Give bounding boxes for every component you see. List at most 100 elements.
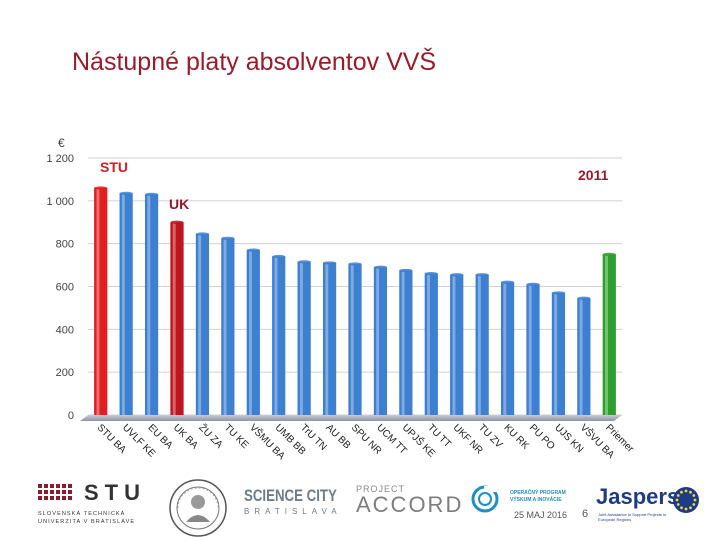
bar-tu-zv [475,274,489,415]
bar-ku-rk [500,282,515,415]
op-vi-line-1: OPERAČNÝ PROGRAM [510,490,566,496]
accord-project-label: PROJECT [356,484,406,494]
y-tick-label: 1 000 [46,196,74,208]
bar-highlight [223,239,227,415]
bar-highlight [274,257,278,415]
stu-subtitle: SLOVENSKÁ TECHNICKÁ UNIVERZITA V BRATISL… [38,510,148,526]
bar-cap [195,232,210,236]
stu-dot-mark-icon [38,484,72,500]
bar-cap [119,191,133,195]
bar-cap [526,282,540,286]
bar-highlight [503,283,507,415]
op-vi-logo: OPERAČNÝ PROGRAM VÝSKUM A INOVÁCIE [470,484,580,514]
jaspers-wordmark: Jaspers [596,484,680,509]
bar-tu-tt [424,273,438,415]
bar-žu-za [195,234,210,415]
stu-subtitle-line-2: UNIVERZITA V BRATISLAVE [38,519,136,525]
x-tick-label: PU PO [527,422,557,452]
bar-cap [475,273,489,277]
bar-au-bb [322,262,337,415]
eu-stars-icon [673,487,699,513]
bar-highlight [528,285,532,415]
bar-highlight [121,194,125,415]
bar-highlight [198,235,202,415]
bar-všmu-ba [246,250,260,415]
bar-highlight [299,262,303,415]
y-tick-label: 0 [68,410,74,422]
bar-cap [170,220,184,224]
bar-ujs-kn [551,292,566,415]
x-tick-label: UK BA [171,422,200,451]
op-vi-emblem-icon [471,485,499,513]
bar-highlight [350,265,354,415]
x-tick-label: ŽU ZA [196,421,226,451]
bar-uvlf-ke [119,193,133,415]
bar-highlight [96,188,100,415]
bar-cap [577,296,591,300]
bar-highlight [477,275,481,415]
bar-highlight [427,274,430,415]
y-axis: 0 200 400 600 800 1 000 1 200 [46,153,74,422]
bar-highlight [554,293,558,415]
bar-highlight [147,195,151,415]
bar-cap [348,262,362,266]
bar-spu-nr [348,264,362,415]
stu-subtitle-line-1: SLOVENSKÁ TECHNICKÁ [38,511,126,517]
bar-tru-tn [297,261,311,415]
bar-ucm-tt [373,267,388,415]
bar-cap [500,280,515,284]
annotation-uk: UK [169,196,189,212]
university-seal-icon [169,479,227,537]
x-tick-label: AU BB [323,422,352,451]
bar-cap [144,192,159,197]
bar-tu-ke [221,238,235,415]
chart-floor [80,415,622,421]
bar-cap [272,254,286,259]
bar-pu-po [526,284,540,415]
bar-highlight [325,263,329,415]
accord-wordmark: ACCORD [356,492,464,517]
stu-wordmark: STU [84,480,146,505]
footer-date: 25 MAJ 2016 [514,510,568,520]
bar-cap [94,186,108,190]
science-city-title: SCIENCE CITY [244,486,337,505]
bar-highlight [376,268,380,415]
slide-title: Nástupné platy absolventov VVŠ [72,48,437,76]
y-tick-label: 400 [56,324,74,336]
stu-logo: STU SLOVENSKÁ TECHNICKÁ UNIVERZITA V BRA… [38,480,142,526]
year-label: 2011 [578,167,609,183]
bar-stu-ba [94,187,108,415]
bar-highlight [401,271,405,415]
bar-cap [297,260,311,264]
bar-cap [602,252,616,256]
y-tick-label: 200 [56,367,74,379]
bar-upjš-ke [399,270,413,415]
bar-cap [424,272,438,276]
op-vi-text: OPERAČNÝ PROGRAM VÝSKUM A INOVÁCIE [510,490,580,504]
bar-cap [322,261,337,265]
jaspers-logo: Jaspers Joint Assistance to Support Proj… [596,484,706,524]
bar-cap [246,248,260,252]
bar-ukf-nr [450,274,464,415]
science-city-logo: SCIENCE CITY BRATISLAVA [244,486,337,516]
y-tick-label: 800 [56,239,74,251]
bar-cap [551,291,566,295]
bar-highlight [249,251,252,415]
bar-cap [221,236,235,240]
op-vi-line-2: VÝSKUM A INOVÁCIE [510,497,562,503]
unit-label: € [58,136,65,150]
annotation-stu: STU [100,159,128,175]
bar-highlight [605,255,608,415]
bar-highlight [172,223,176,415]
bars [94,186,616,415]
bar-umb-bb [272,256,286,415]
accord-logo: PROJECT ACCORD [356,484,463,518]
bar-cap [450,273,464,277]
bar-priemer [602,254,616,415]
page-number: 6 [582,508,589,520]
bar-cap [399,268,413,273]
jaspers-subtitle: Joint Assistance to Support Projects in … [598,512,667,522]
bar-highlight [452,275,456,415]
